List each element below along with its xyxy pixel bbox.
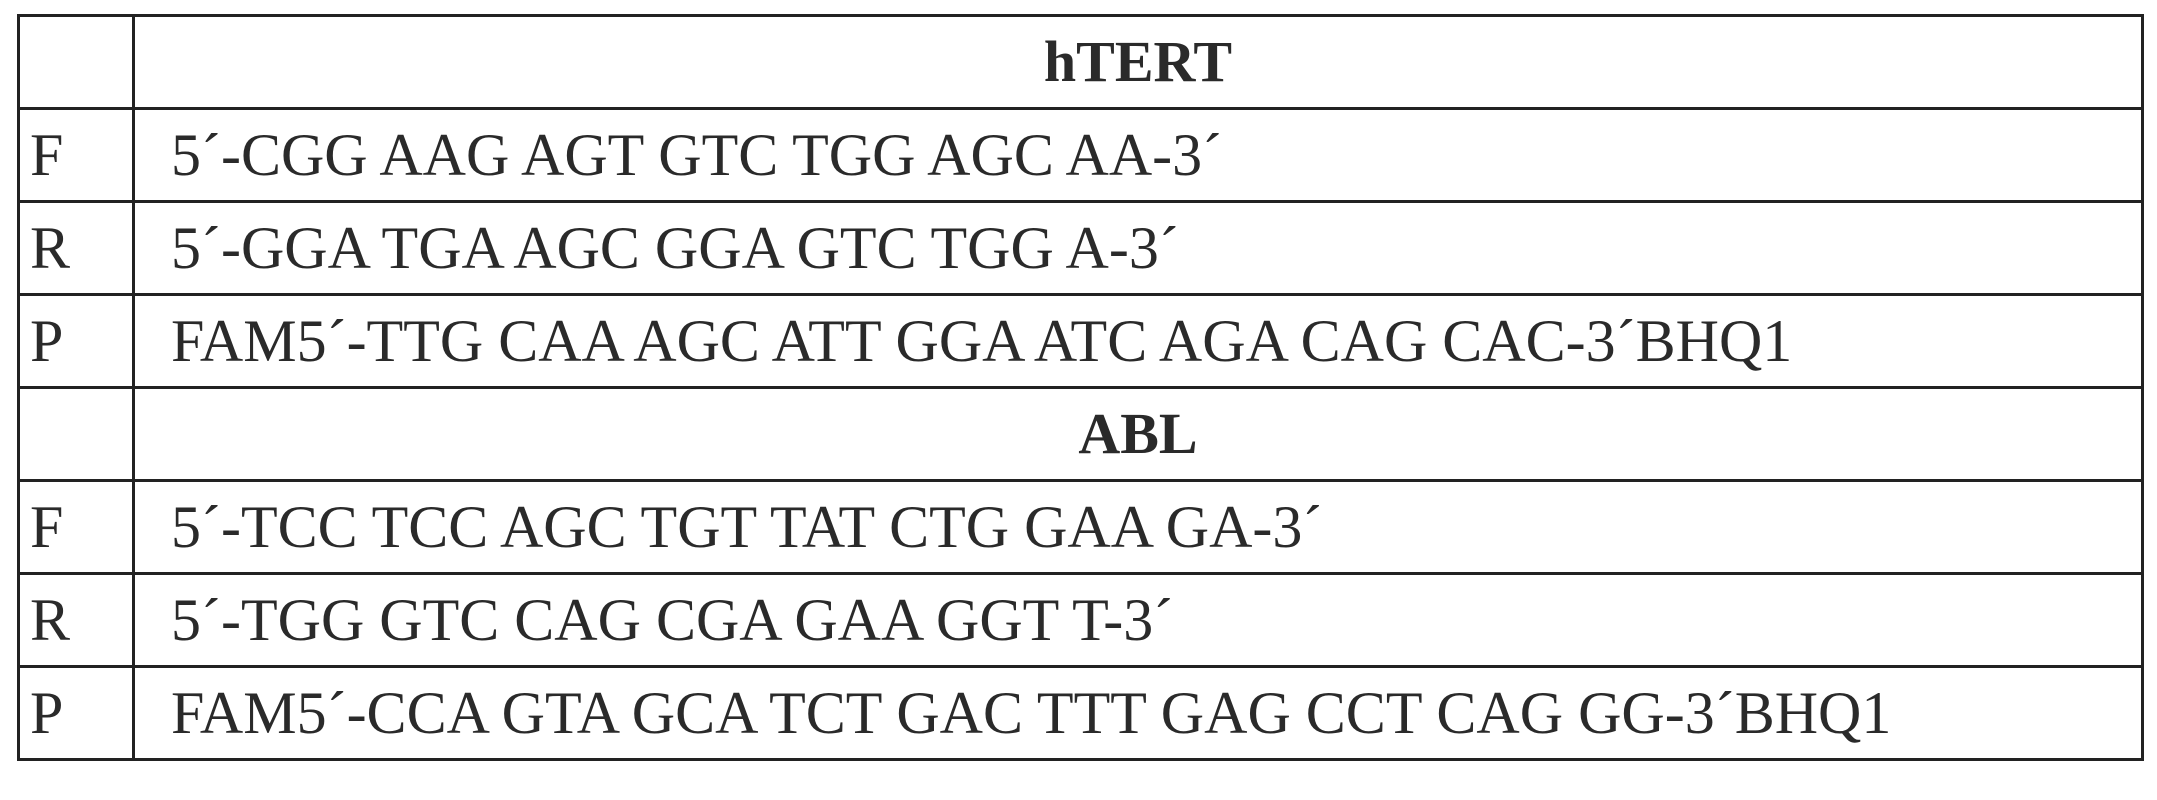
empty-cell (17, 386, 135, 482)
primer-sequence: 5´-CGG AAG AGT GTC TGG AGC AA-3´ (132, 107, 2144, 203)
table-body: hTERT F 5´-CGG AAG AGT GTC TGG AGC AA-3´ R 5… (17, 14, 2144, 761)
primer-type: P (17, 665, 135, 761)
primer-type: R (17, 200, 135, 296)
primer-sequence: 5´-GGA TGA AGC GGA GTC TGG A-3´ (132, 200, 2144, 296)
primer-row: P FAM5´-TTG CAA AGC ATT GGA ATC AGA CAG C… (17, 293, 2144, 389)
primer-type: F (17, 479, 135, 575)
primer-row: P FAM5´-CCA GTA GCA TCT GAC TTT GAG CCT C… (17, 665, 2144, 761)
empty-cell (17, 14, 135, 110)
primer-row: R 5´-GGA TGA AGC GGA GTC TGG A-3´ (17, 200, 2144, 296)
section-title: ABL (132, 386, 2144, 482)
primer-row: F 5´-TCC TCC AGC TGT TAT CTG GAA GA-3´ (17, 479, 2144, 575)
primer-sequence: 5´-TCC TCC AGC TGT TAT CTG GAA GA-3´ (132, 479, 2144, 575)
primer-row: R 5´-TGG GTC CAG CGA GAA GGT T-3´ (17, 572, 2144, 668)
section-header-row: ABL (17, 386, 2144, 482)
primer-type: P (17, 293, 135, 389)
primer-sequence: FAM5´-CCA GTA GCA TCT GAC TTT GAG CCT CA… (132, 665, 2144, 761)
primer-type: R (17, 572, 135, 668)
primer-row: F 5´-CGG AAG AGT GTC TGG AGC AA-3´ (17, 107, 2144, 203)
section-title: hTERT (132, 14, 2144, 110)
primer-type: F (17, 107, 135, 203)
primer-sequence: FAM5´-TTG CAA AGC ATT GGA ATC AGA CAG CA… (132, 293, 2144, 389)
section-header-row: hTERT (17, 14, 2144, 110)
primer-table: hTERT F 5´-CGG AAG AGT GTC TGG AGC AA-3´ R 5… (17, 14, 2144, 761)
primer-sequence: 5´-TGG GTC CAG CGA GAA GGT T-3´ (132, 572, 2144, 668)
